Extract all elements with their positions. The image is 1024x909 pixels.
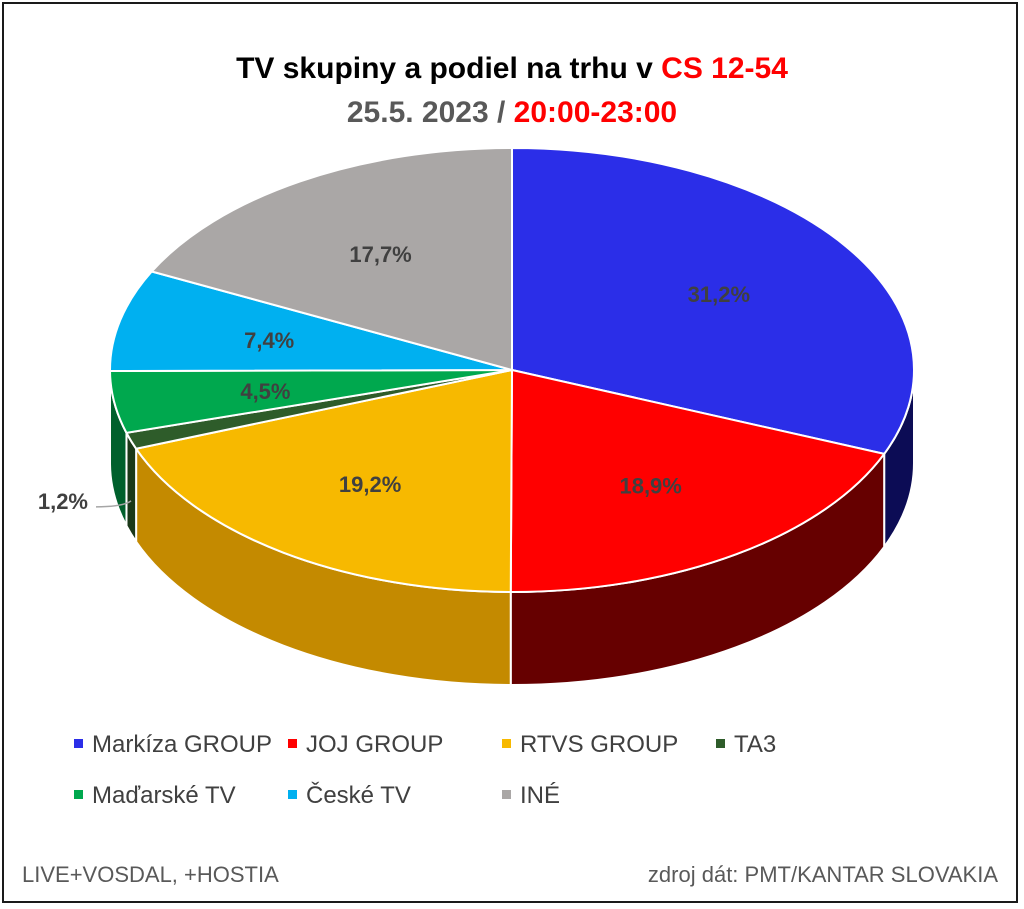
legend-swatch [74, 739, 83, 749]
legend-item-ceske: České TV [288, 782, 411, 810]
legend-swatch [502, 790, 511, 800]
chart-subtitle: 25.5. 2023 / 20:00-23:00 [0, 96, 1024, 130]
legend-swatch [288, 739, 297, 749]
legend-label: Markíza GROUP [92, 731, 273, 758]
legend-label: TA3 [734, 731, 777, 758]
pie-slice-rtvs-group [135, 369, 513, 593]
pie-slice-joj-group [509, 369, 886, 593]
chart-title: TV skupiny a podiel na trhu v CS 12-54 [0, 52, 1024, 86]
data-label-markiza-group: 31,2% [688, 282, 750, 307]
chart-title-main: TV skupiny a podiel na trhu v [236, 52, 662, 85]
footer-source: zdroj dát: PMT/KANTAR SLOVAKIA [647, 862, 998, 887]
legend-label: České TV [306, 782, 411, 809]
legend-swatch [716, 739, 725, 749]
subtitle-separator: / [488, 96, 514, 129]
pie-side-ta3 [125, 432, 138, 545]
subtitle-time: 20:00-23:00 [513, 96, 678, 129]
legend-item-joj: JOJ GROUP [288, 731, 443, 759]
pie-top [109, 147, 915, 593]
pie-labels: 31,2% 18,9% 19,2% 1,2% 4,5% 7,4% 17,7% [38, 242, 750, 514]
legend-item-markiza: Markíza GROUP [74, 731, 272, 759]
data-label-madarske-tv: 4,5% [240, 379, 290, 404]
legend-item-ine: INÉ [502, 782, 560, 810]
legend-label: Maďarské TV [92, 782, 236, 809]
legend-label: RTVS GROUP [520, 731, 679, 758]
legend-item-madarske: Maďarské TV [74, 782, 236, 810]
footer-note: LIVE+VOSDAL, +HOSTIA [22, 862, 279, 887]
data-label-ta3: 1,2% [38, 489, 88, 514]
data-label-ceske-tv: 7,4% [244, 328, 294, 353]
data-label-joj-group: 18,9% [619, 473, 681, 498]
legend-item-ta3: TA3 [716, 731, 776, 759]
legend-item-rtvs: RTVS GROUP [502, 731, 678, 759]
data-label-rtvs-group: 19,2% [339, 472, 401, 497]
data-label-ine: 17,7% [349, 242, 411, 267]
pie-slice-ceske-tv [109, 270, 513, 373]
pie-slice-ine [150, 147, 513, 371]
legend-swatch [288, 790, 297, 800]
leader-line [95, 500, 132, 508]
subtitle-date: 25.5. 2023 [346, 96, 489, 129]
legend-label: JOJ GROUP [306, 731, 444, 758]
legend-swatch [502, 739, 511, 749]
pie-slice-markiza-group [511, 147, 915, 455]
legend-label: INÉ [520, 782, 561, 809]
legend-swatch [74, 790, 83, 800]
chart-title-accent: CS 12-54 [661, 52, 788, 85]
